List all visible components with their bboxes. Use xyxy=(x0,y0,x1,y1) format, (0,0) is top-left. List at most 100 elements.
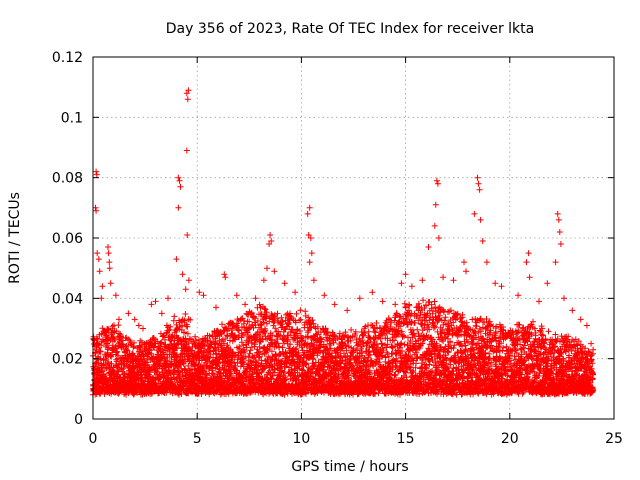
data-point xyxy=(306,259,313,266)
data-point xyxy=(292,289,299,296)
data-point xyxy=(310,277,317,284)
data-point xyxy=(264,265,270,272)
data-point xyxy=(184,232,191,238)
data-point xyxy=(431,222,438,229)
data-point xyxy=(432,201,439,208)
data-point xyxy=(152,298,159,305)
y-tick-label: 0.06 xyxy=(52,231,83,247)
data-point xyxy=(185,277,192,284)
data-point xyxy=(93,171,100,178)
y-tick-label: 0.1 xyxy=(61,110,83,126)
y-tick-label: 0.12 xyxy=(52,50,83,66)
data-point-band xyxy=(420,297,456,398)
data-point xyxy=(158,310,165,317)
data-point xyxy=(321,292,328,299)
data-point xyxy=(433,177,440,184)
data-point xyxy=(523,259,530,266)
data-point xyxy=(184,96,191,103)
chart-title: Day 356 of 2023, Rate Of TEC Index for r… xyxy=(166,21,534,37)
data-point xyxy=(165,295,171,302)
data-point xyxy=(96,268,103,275)
data-point xyxy=(477,216,484,223)
y-tick-label: 0.02 xyxy=(52,352,83,368)
data-point xyxy=(107,280,114,287)
data-point xyxy=(179,271,186,278)
data-point-band xyxy=(330,326,366,398)
data-point xyxy=(106,259,113,266)
data-point xyxy=(221,271,228,278)
data-point xyxy=(526,274,533,281)
data-point xyxy=(105,250,112,257)
data-point xyxy=(344,307,351,314)
data-point xyxy=(536,298,542,305)
data-point xyxy=(131,316,138,323)
data-point xyxy=(222,274,229,281)
data-point xyxy=(93,168,100,175)
data-point xyxy=(200,292,207,299)
data-point xyxy=(173,256,180,263)
data-point xyxy=(306,204,313,211)
data-point xyxy=(260,277,267,284)
data-point xyxy=(183,147,190,154)
data-point-band xyxy=(450,310,486,398)
data-point xyxy=(94,250,101,257)
data-point xyxy=(552,259,559,266)
data-point xyxy=(182,286,189,293)
data-point xyxy=(271,268,278,275)
data-point xyxy=(116,316,122,323)
data-point xyxy=(425,244,432,250)
data-point xyxy=(175,204,182,211)
data-point xyxy=(475,180,482,187)
data-point xyxy=(185,87,192,94)
data-point-band xyxy=(480,316,516,398)
data-point xyxy=(398,280,405,287)
data-point xyxy=(175,174,182,181)
data-point xyxy=(196,289,203,296)
data-point xyxy=(392,301,399,308)
data-point xyxy=(544,280,551,287)
data-point xyxy=(112,292,119,299)
data-point xyxy=(498,283,505,290)
x-tick-label: 5 xyxy=(193,431,202,447)
x-tick-label: 25 xyxy=(605,431,623,447)
data-point xyxy=(171,313,178,320)
data-point xyxy=(583,322,590,329)
data-point xyxy=(93,207,100,214)
data-point xyxy=(561,295,567,302)
data-point xyxy=(556,229,563,235)
data-point xyxy=(474,174,481,181)
data-point-band xyxy=(540,328,576,398)
data-point xyxy=(135,322,142,329)
data-point xyxy=(450,277,457,284)
x-axis-label: GPS time / hours xyxy=(291,459,408,475)
data-point xyxy=(463,268,469,275)
y-axis-label: ROTI / TECUs xyxy=(7,192,23,284)
y-tick-label: 0.08 xyxy=(52,171,83,187)
data-point xyxy=(434,180,441,187)
data-point xyxy=(471,210,478,217)
data-point xyxy=(525,250,532,257)
data-point xyxy=(577,316,584,323)
data-point xyxy=(369,289,376,296)
data-point xyxy=(176,177,183,184)
data-point xyxy=(183,90,190,97)
data-point xyxy=(402,271,409,278)
data-point xyxy=(555,216,562,223)
data-point xyxy=(98,295,105,302)
data-point xyxy=(461,259,467,266)
data-points xyxy=(89,87,597,398)
data-point-band xyxy=(210,315,246,398)
data-point xyxy=(554,210,561,217)
axis-ticks: 0 5 10 15 20 25 0 0.02 0.04 0.06 0.08 0.1 0.12 xyxy=(52,50,623,447)
data-point-band xyxy=(359,315,396,397)
x-tick-label: 0 xyxy=(89,431,98,447)
data-point xyxy=(379,298,386,305)
data-point-band xyxy=(570,336,597,397)
y-tick-label: 0 xyxy=(74,412,83,428)
data-point xyxy=(307,235,314,241)
data-point xyxy=(125,310,132,317)
data-point-band xyxy=(300,308,336,397)
data-point xyxy=(588,340,595,347)
data-point xyxy=(304,210,311,217)
data-point xyxy=(177,183,184,190)
